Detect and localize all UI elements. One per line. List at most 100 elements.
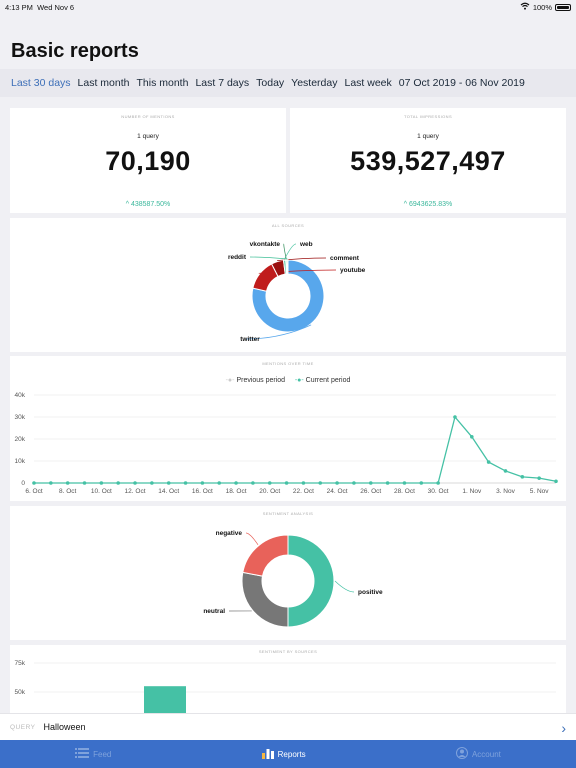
- slice-twitter: [251, 259, 325, 333]
- tab-feed-label: Feed: [93, 749, 112, 759]
- x-tick-label: 20. Oct: [259, 488, 280, 495]
- point-current: [402, 481, 407, 485]
- label-youtube: youtube: [340, 267, 366, 274]
- sentiment-donut-chart: positive neutral negative: [203, 530, 383, 628]
- y-tick-label: 75k: [15, 660, 26, 667]
- leader-vkontakte: [283, 243, 287, 260]
- point-current: [436, 481, 440, 485]
- status-time: 4:13 PM Wed Nov 6: [5, 3, 75, 12]
- label-reddit: reddit: [228, 254, 247, 261]
- list-icon: [75, 748, 90, 760]
- date-range-today[interactable]: Today: [256, 77, 285, 89]
- mentions-caption: NUMBER OF MENTIONS: [121, 114, 175, 119]
- timeline-caption: MENTIONS OVER TIME: [262, 361, 314, 366]
- query-bar[interactable]: QUERY Halloween ›: [0, 713, 576, 740]
- date-range-last-week[interactable]: Last week: [344, 77, 392, 89]
- leader-reddit: [249, 256, 288, 260]
- legend-previous[interactable]: -●- Previous period: [225, 377, 286, 384]
- impressions-delta: ^ 6943625.83%: [403, 201, 453, 208]
- x-tick-label: 16. Oct: [192, 488, 213, 495]
- point-current: [301, 481, 306, 485]
- date-range-yesterday[interactable]: Yesterday: [291, 77, 338, 89]
- tab-account-label: Account: [471, 749, 501, 759]
- point-current: [368, 481, 373, 485]
- tab-account[interactable]: Account: [455, 747, 501, 761]
- label-twitter: twitter: [240, 336, 260, 343]
- label-web: web: [299, 241, 313, 248]
- date-range-last-7-days[interactable]: Last 7 days: [195, 77, 250, 89]
- point-current: [520, 475, 525, 479]
- point-current: [352, 481, 356, 485]
- x-tick-label: 30. Oct: [428, 488, 449, 495]
- sentiment-sources-bar-chart: 75k 50k: [15, 660, 556, 715]
- mentions-value: 70,190: [105, 146, 191, 176]
- bar-chart-icon: [261, 747, 274, 761]
- page-title: Basic reports: [11, 40, 139, 62]
- x-tick-label: 22. Oct: [293, 488, 314, 495]
- slice-reddit: [286, 259, 289, 275]
- status-bar: 4:13 PM Wed Nov 6 100%: [0, 0, 576, 14]
- leader-comment: [277, 257, 327, 261]
- x-tick-label: 8. Oct: [59, 488, 77, 495]
- point-current: [453, 415, 457, 419]
- point-current: [251, 481, 255, 485]
- tab-reports[interactable]: Reports: [261, 747, 306, 761]
- point-current: [419, 481, 424, 485]
- leader-negative: [245, 532, 259, 545]
- date-range-last-30-days[interactable]: Last 30 days: [11, 77, 71, 89]
- point-current: [166, 481, 171, 485]
- x-tick-label: 5. Nov: [530, 488, 550, 495]
- point-current: [267, 481, 272, 485]
- label-positive: positive: [358, 589, 383, 596]
- chevron-right-icon[interactable]: ›: [561, 720, 566, 736]
- point-current: [116, 481, 120, 485]
- arrow-up-icon: ^: [403, 201, 408, 208]
- x-tick-label: 14. Oct: [158, 488, 179, 495]
- sentiment-sources-caption: SENTIMENT BY SOURCES: [258, 649, 318, 654]
- slice-positive: [287, 534, 335, 628]
- mentions-line-chart: 0 10k 20k 30k 40k 6. Oct 8. Oct 10. Oct 12. Oct 1…: [15, 392, 558, 495]
- impressions-caption: TOTAL IMPRESSIONS: [403, 114, 453, 119]
- point-current: [318, 481, 323, 485]
- sources-caption: ALL SOURCES: [271, 223, 305, 228]
- y-tick-label: 20k: [15, 436, 26, 443]
- x-tick-label: 26. Oct: [360, 488, 381, 495]
- point-current: [65, 481, 70, 485]
- point-current: [217, 481, 222, 485]
- label-negative: negative: [216, 530, 243, 537]
- sentiment-caption: SENTIMENT ANALYSIS: [262, 511, 314, 516]
- query-value[interactable]: Halloween: [43, 722, 86, 732]
- slice-negative: [242, 534, 289, 577]
- label-comment: comment: [330, 255, 360, 262]
- account-icon: [455, 747, 468, 761]
- point-current: [537, 476, 541, 480]
- impressions-card: TOTAL IMPRESSIONS 1 query 539,527,497 ^ …: [290, 108, 566, 213]
- point-current: [133, 481, 137, 485]
- query-label: QUERY: [10, 723, 36, 731]
- y-tick-label: 40k: [15, 392, 26, 399]
- point-current: [284, 481, 289, 485]
- leader-positive: [334, 580, 355, 593]
- leader-twitter: [245, 324, 312, 340]
- bar-positive: [144, 686, 186, 715]
- point-current: [200, 481, 205, 485]
- tab-feed[interactable]: Feed: [75, 748, 111, 760]
- leader-youtube: [258, 269, 337, 274]
- point-current: [385, 481, 390, 485]
- point-current: [150, 481, 154, 485]
- mentions-delta: ^ 438587.50%: [125, 201, 171, 208]
- x-tick-label: 24. Oct: [327, 488, 348, 495]
- arrow-up-icon: ^: [125, 201, 129, 208]
- mentions-card: NUMBER OF MENTIONS 1 query 70,190 ^ 4385…: [10, 108, 286, 213]
- battery-percent: 100%: [532, 2, 552, 12]
- point-current: [486, 460, 491, 464]
- date-range-bar: Last 30 days Last month This month Last …: [0, 69, 576, 97]
- point-current: [32, 481, 36, 485]
- date-range-custom[interactable]: 07 Oct 2019 - 06 Nov 2019: [398, 77, 525, 89]
- date-range-this-month[interactable]: This month: [136, 77, 189, 89]
- date-range-last-month[interactable]: Last month: [77, 77, 130, 89]
- status-right: 100%: [520, 2, 571, 12]
- legend-current[interactable]: -●- Current period: [294, 377, 351, 384]
- mentions-query-count: 1 query: [137, 133, 159, 140]
